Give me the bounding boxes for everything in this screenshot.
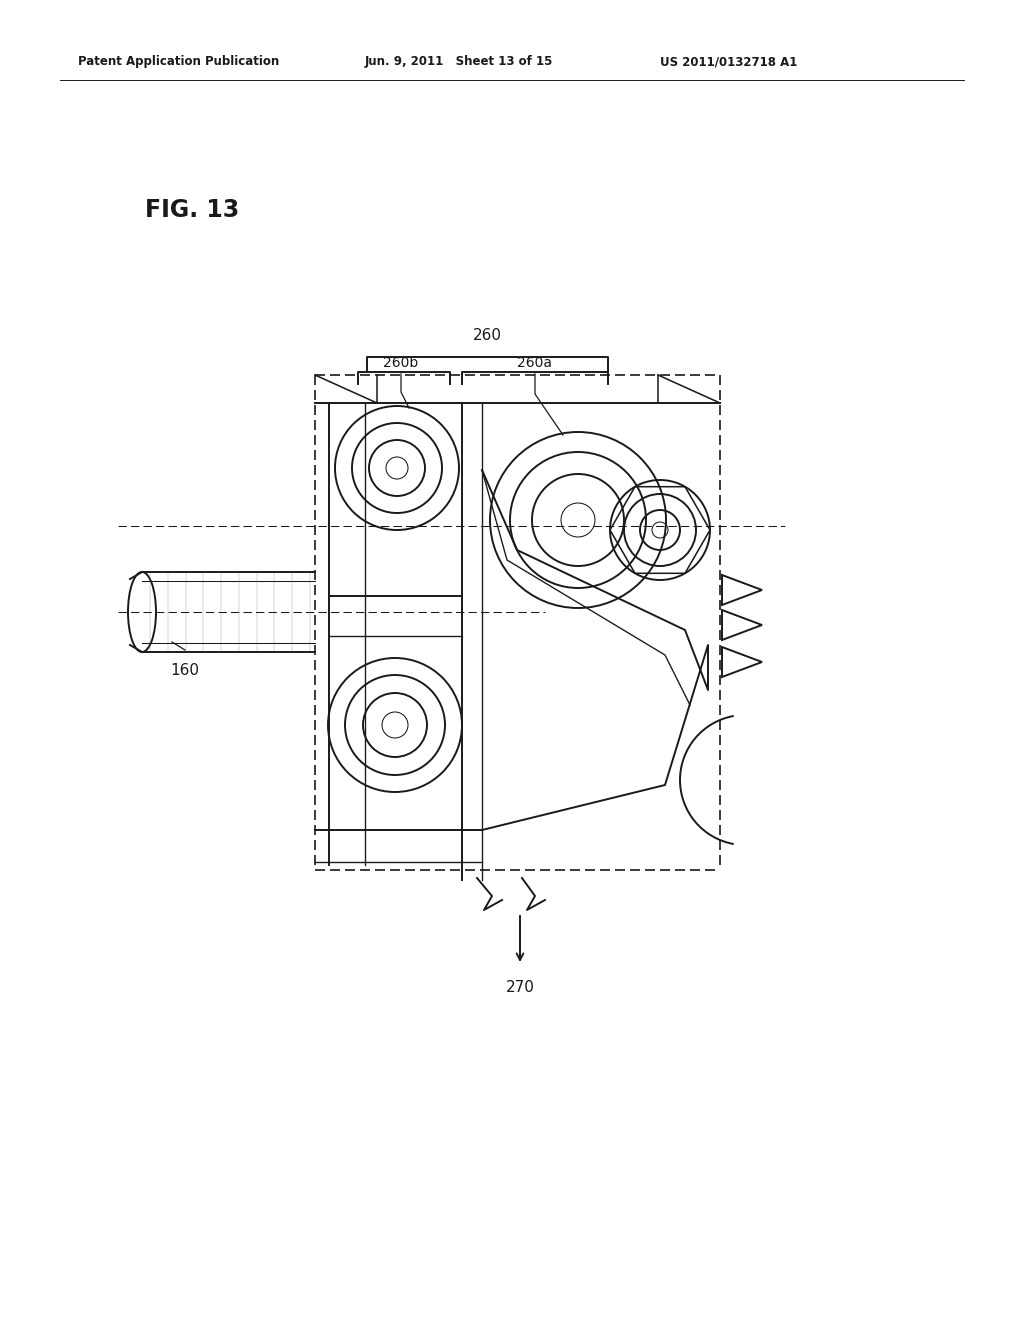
Text: Jun. 9, 2011   Sheet 13 of 15: Jun. 9, 2011 Sheet 13 of 15 — [365, 55, 553, 69]
Text: 260b: 260b — [383, 356, 419, 370]
Text: 160: 160 — [171, 663, 200, 678]
Text: FIG. 13: FIG. 13 — [145, 198, 240, 222]
Text: 260: 260 — [473, 327, 502, 343]
Text: US 2011/0132718 A1: US 2011/0132718 A1 — [660, 55, 798, 69]
Text: 270: 270 — [506, 979, 535, 995]
Text: 260a: 260a — [517, 356, 553, 370]
Text: Patent Application Publication: Patent Application Publication — [78, 55, 280, 69]
